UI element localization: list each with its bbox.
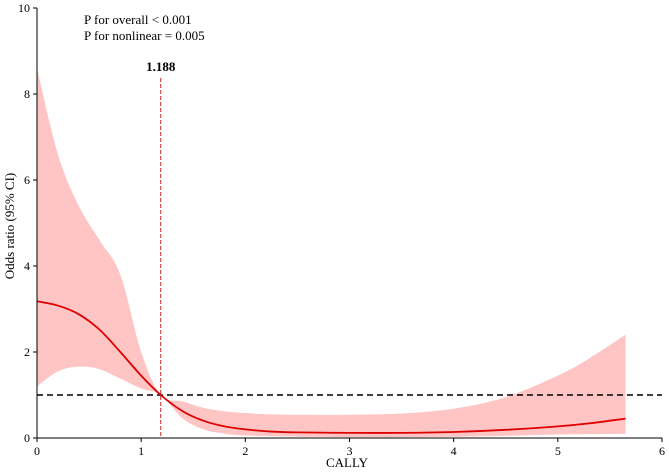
or-curve: [36, 300, 626, 434]
confidence-band-layer: [37, 68, 626, 438]
p-overall-annotation: P for overall < 0.001: [84, 12, 192, 27]
x-tick-label: 1: [138, 444, 144, 458]
y-tick-label: 2: [24, 345, 30, 359]
x-tick-label: 2: [242, 444, 248, 458]
y-tick-label: 8: [24, 87, 30, 101]
or-curve-layer: [36, 300, 626, 434]
p-nonlinear-annotation: P for nonlinear = 0.005: [84, 28, 205, 43]
x-tick-label: 5: [555, 444, 561, 458]
y-tick-label: 6: [24, 173, 30, 187]
y-tick-label: 4: [24, 259, 30, 273]
x-axis-title: CALLY: [326, 455, 369, 470]
y-tick-label: 10: [18, 1, 30, 15]
y-tick-label: 0: [24, 431, 30, 445]
confidence-band: [37, 68, 626, 438]
y-axis-title: Odds ratio (95% CI): [2, 173, 17, 280]
x-tick-label: 6: [659, 444, 665, 458]
axes: 0 1 2 3 4 5 6 0 2 4 6 8 10: [18, 1, 665, 458]
x-tick-label: 0: [34, 444, 40, 458]
cutoff-label: 1.188: [146, 59, 176, 74]
x-tick-label: 3: [347, 444, 353, 458]
x-tick-label: 4: [451, 444, 457, 458]
